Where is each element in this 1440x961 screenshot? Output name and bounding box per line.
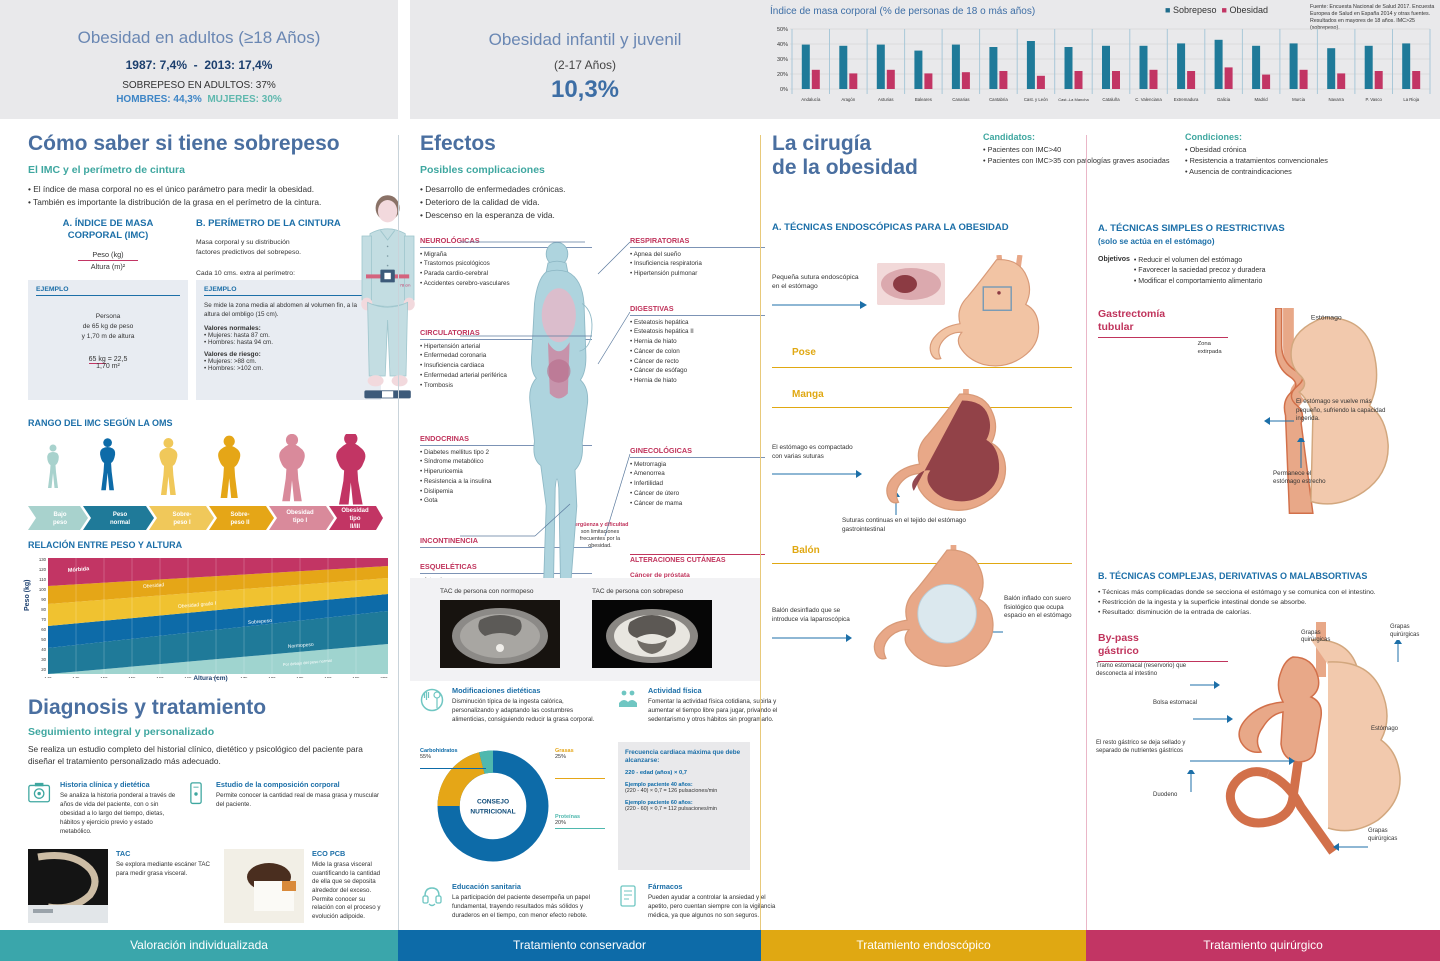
svg-text:quirúrgicas: quirúrgicas	[1301, 637, 1330, 643]
svg-text:Murcia: Murcia	[1292, 97, 1306, 102]
svg-text:60: 60	[41, 627, 46, 632]
svg-text:peso II: peso II	[230, 520, 249, 526]
svg-text:175: 175	[240, 676, 248, 678]
svg-text:Cast.-La Mancha: Cast.-La Mancha	[1058, 97, 1089, 102]
svg-text:P. Vasco: P. Vasco	[1366, 97, 1383, 102]
svg-text:NUTRICIONAL: NUTRICIONAL	[470, 808, 515, 815]
svg-text:tipo: tipo	[350, 516, 361, 522]
svg-text:Estómago: Estómago	[1311, 315, 1342, 322]
svg-text:Grapas: Grapas	[1301, 630, 1321, 636]
svg-text:II/III: II/III	[350, 524, 360, 530]
svg-text:110: 110	[39, 577, 46, 582]
svg-text:Sobre-: Sobre-	[172, 512, 191, 518]
svg-text:tipo I: tipo I	[293, 518, 308, 524]
svg-text:40%: 40%	[777, 42, 788, 48]
svg-text:0%: 0%	[780, 87, 788, 93]
svg-text:20: 20	[41, 667, 46, 672]
svg-text:La Rioja: La Rioja	[1403, 97, 1419, 102]
svg-text:150: 150	[100, 676, 108, 678]
svg-text:Andalucía: Andalucía	[801, 97, 821, 102]
svg-text:Asturias: Asturias	[878, 97, 894, 102]
svg-text:155: 155	[128, 676, 136, 678]
svg-text:30%: 30%	[777, 57, 788, 63]
svg-text:Sobre-: Sobre-	[230, 512, 249, 518]
svg-text:50%: 50%	[777, 27, 788, 33]
svg-text:165: 165	[184, 676, 192, 678]
svg-text:120: 120	[39, 567, 47, 572]
svg-text:78 cm: 78 cm	[400, 282, 412, 287]
svg-text:extirpada: extirpada	[1198, 349, 1223, 355]
svg-text:Estómago: Estómago	[1371, 726, 1399, 732]
svg-text:140: 140	[44, 676, 52, 678]
svg-text:145: 145	[72, 676, 80, 678]
svg-text:190: 190	[324, 676, 332, 678]
svg-text:Cantabria: Cantabria	[989, 97, 1008, 102]
svg-text:Madrid: Madrid	[1255, 97, 1269, 102]
svg-text:50: 50	[41, 637, 46, 642]
svg-text:Obesidad: Obesidad	[341, 508, 369, 514]
svg-text:Baleares: Baleares	[915, 97, 932, 102]
svg-text:20%: 20%	[777, 72, 788, 78]
svg-text:Canarias: Canarias	[952, 97, 969, 102]
svg-text:Zona: Zona	[1198, 341, 1212, 347]
svg-text:195: 195	[352, 676, 360, 678]
svg-text:130: 130	[39, 557, 47, 562]
svg-text:180: 180	[268, 676, 276, 678]
svg-text:200: 200	[380, 676, 388, 678]
svg-text:peso I: peso I	[173, 520, 191, 526]
svg-text:90: 90	[41, 597, 46, 602]
svg-text:40: 40	[41, 647, 46, 652]
svg-text:Obesidad: Obesidad	[286, 510, 314, 516]
svg-text:Extremadura: Extremadura	[1174, 97, 1199, 102]
svg-text:Bajo: Bajo	[53, 512, 66, 518]
svg-text:160: 160	[156, 676, 164, 678]
svg-text:Galicia: Galicia	[1217, 97, 1231, 102]
svg-text:80: 80	[41, 607, 46, 612]
svg-text:Aragón: Aragón	[841, 97, 855, 102]
svg-text:185: 185	[296, 676, 304, 678]
svg-text:70: 70	[41, 617, 46, 622]
svg-text:Peso: Peso	[113, 512, 128, 518]
svg-text:C. Valenciana: C. Valenciana	[1135, 97, 1162, 102]
svg-text:Cataluña: Cataluña	[1102, 97, 1120, 102]
svg-text:Navarra: Navarra	[1329, 97, 1345, 102]
svg-text:normal: normal	[110, 520, 130, 526]
svg-text:peso: peso	[53, 520, 67, 526]
svg-text:30: 30	[41, 657, 46, 662]
svg-text:CONSEJO: CONSEJO	[477, 799, 509, 806]
svg-text:Cast. y León: Cast. y León	[1024, 97, 1049, 102]
svg-text:100: 100	[39, 587, 47, 592]
